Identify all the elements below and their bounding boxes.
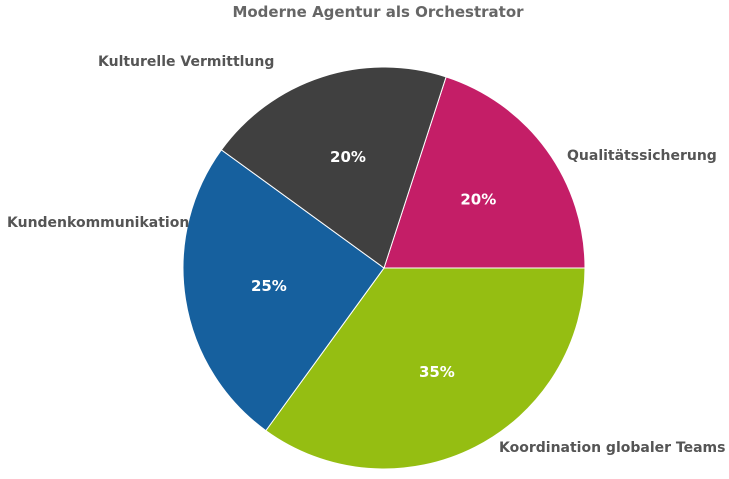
slice-value-labels: 20% 35% 25% 20% (251, 148, 496, 381)
pie-slices (182, 66, 586, 470)
category-label-koordination-globaler-teams: Koordination globaler Teams (499, 440, 725, 456)
pie-slice-koordination-globaler-teams (265, 267, 586, 470)
pie-slice-kulturelle-vermittlung (220, 66, 447, 269)
category-label-qualitatssicherung: Qualitätssicherung (567, 148, 717, 164)
value-label-qualitatssicherung: 20% (460, 191, 496, 209)
value-label-kulturelle-vermittlung: 20% (330, 148, 366, 166)
category-label-kundenkommunikation: Kundenkommunikation (7, 215, 189, 231)
pie-slice-kundenkommunikation (182, 149, 385, 432)
pie-slice-qualitatssicherung (383, 76, 586, 269)
category-label-kulturelle-vermittlung: Kulturelle Vermittlung (98, 54, 274, 70)
value-label-kundenkommunikation: 25% (251, 277, 287, 295)
chart-title: Moderne Agentur als Orchestrator (232, 3, 524, 21)
slice-category-labels: Qualitätssicherung Koordination globaler … (7, 54, 725, 456)
value-label-koordination-globaler-teams: 35% (419, 363, 455, 381)
